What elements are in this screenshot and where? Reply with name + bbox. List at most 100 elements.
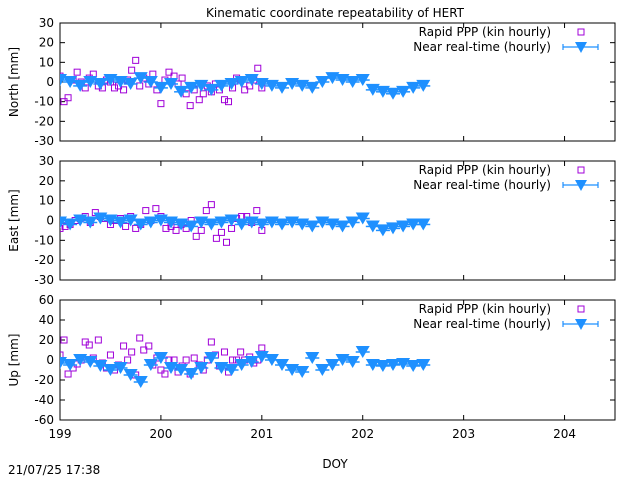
data-point-rapid-ppp [124,356,132,364]
data-point-rapid-ppp [60,224,64,232]
data-point-nrt [164,362,178,374]
data-point-nrt [335,354,350,366]
y-tick-label: -10 [34,233,54,247]
data-point-nrt [73,214,88,227]
data-point-nrt [224,214,239,227]
data-point-nrt [315,216,330,229]
data-point-nrt [396,358,411,370]
y-tick-label: -60 [34,413,54,427]
chart-title: Kinematic coordinate repeatability of HE… [206,6,465,20]
data-point-nrt [214,362,229,374]
x-tick-label: 199 [49,427,72,441]
data-point-nrt [264,79,279,92]
data-point-nrt [174,218,189,231]
data-point-nrt [194,362,209,374]
data-point-nrt [143,359,158,371]
data-point-nrt [396,85,411,98]
data-point-rapid-ppp [178,74,186,82]
data-point-nrt [355,346,370,358]
data-point-rapid-ppp [253,207,261,215]
data-point-nrt [355,212,370,225]
data-point-nrt [103,74,118,87]
y-tick-label: 20 [39,36,54,50]
data-point-rapid-ppp [136,334,144,342]
data-point-nrt [133,72,148,85]
panel-1: 30 20 10 0 -10 -20 -30 North [mm] Rapid PPP (kin… [7,16,616,148]
legend-marker-triangle [575,319,587,330]
data-point-nrt [153,214,168,227]
y-tick-label: -30 [34,134,54,148]
data-point-rapid-ppp [132,56,140,64]
data-point-nrt [244,74,259,87]
data-point-nrt [214,216,229,229]
legend-marker-triangle [575,42,587,53]
data-point-nrt [365,220,380,233]
data-point-rapid-ppp [229,356,237,364]
data-point-nrt [375,224,390,237]
data-point-nrt [386,222,400,235]
y-tick-label: 30 [39,16,54,30]
data-point-nrt [335,74,350,87]
data-point-nrt [93,360,108,372]
y-tick-label: 0 [46,353,54,367]
y-tick-label: -10 [34,95,54,109]
data-point-nrt [103,364,118,376]
data-point-nrt [63,76,78,88]
data-point-nrt [275,359,289,371]
data-point-nrt [123,214,138,227]
data-point-rapid-ppp [195,96,203,104]
data-point-nrt [365,359,380,371]
data-point-rapid-ppp [207,201,215,209]
data-point-nrt [375,360,390,372]
data-point-nrt [73,354,88,366]
data-point-rapid-ppp [106,351,114,359]
data-point-rapid-ppp [190,354,198,362]
data-point-nrt [174,85,189,98]
data-point-nrt [73,79,88,92]
data-point-nrt [254,218,269,231]
x-tick-label: 201 [250,427,273,441]
data-point-rapid-ppp [60,98,68,106]
data-point-nrt [184,220,199,233]
data-point-nrt [224,364,239,376]
data-point-nrt [204,352,219,364]
data-point-rapid-ppp [110,84,118,92]
data-point-nrt [224,77,239,90]
data-point-nrt [123,77,138,90]
y-axis-label: East [mm] [7,189,21,251]
data-point-nrt [93,77,108,90]
data-point-nrt [375,85,390,98]
legend-label: Near real-time (hourly) [413,178,551,192]
data-point-nrt [325,72,340,85]
data-point-rapid-ppp [182,356,190,364]
series-layer [60,201,431,246]
data-point-nrt [113,216,128,229]
data-point-nrt [305,81,320,94]
y-tick-label: 0 [46,214,54,228]
y-tick-label: 30 [39,154,54,168]
y-tick-label: -20 [34,253,54,267]
x-axis-label: DOY [322,457,348,471]
x-tick-label: 200 [149,427,172,441]
y-tick-label: -40 [34,393,54,407]
data-point-nrt [295,79,310,92]
data-point-nrt [345,356,360,368]
data-point-rapid-ppp [85,341,93,349]
data-point-rapid-ppp [94,336,102,344]
data-point-nrt [386,359,400,371]
panel-2: 30 20 10 0 -10 -20 -30 East [mm] Rapid PPP (kin … [7,154,616,287]
data-point-nrt [264,354,279,366]
data-point-rapid-ppp [128,66,136,74]
data-point-nrt [83,356,98,368]
data-point-nrt [406,81,421,94]
data-point-nrt [406,360,421,372]
data-point-nrt [325,359,340,371]
data-point-rapid-ppp [165,68,173,76]
data-point-nrt [285,216,300,229]
data-point-rapid-ppp [202,207,210,215]
data-point-nrt [406,218,421,231]
data-point-nrt [184,368,199,380]
